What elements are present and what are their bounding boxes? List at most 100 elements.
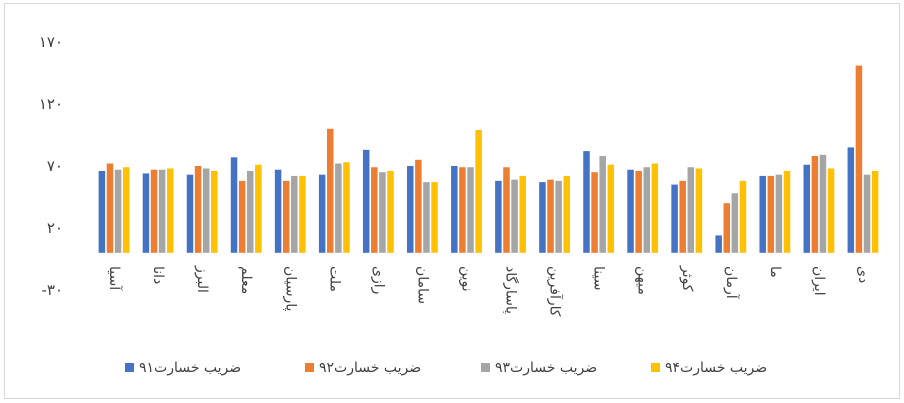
legend-label: ضریب خسارت۹۲	[319, 360, 421, 376]
legend-swatch	[651, 363, 660, 372]
bar-3-14	[687, 167, 695, 253]
category-label: ما	[767, 266, 783, 278]
bar-1-10	[495, 180, 502, 253]
bar-1-7	[362, 149, 370, 253]
y-tick-label: ۱۲۰	[39, 95, 63, 113]
bar-4-17	[827, 168, 835, 253]
bar-4-13	[651, 163, 659, 253]
bar-3-11	[555, 180, 562, 253]
bar-1-11	[539, 182, 546, 253]
category-label: میهن	[635, 266, 651, 295]
bar-1-9	[451, 166, 458, 253]
category-label: دی	[855, 266, 871, 283]
category-label: نوین	[458, 266, 474, 292]
category-label: ملت	[326, 266, 342, 292]
bar-4-14	[695, 168, 703, 253]
bar-2-14	[679, 180, 686, 253]
bar-1-6	[318, 174, 326, 253]
bar-1-5	[274, 169, 282, 253]
bar-3-3	[202, 168, 210, 253]
bar-4-8	[431, 182, 438, 253]
y-tick-label: ۲۰	[47, 219, 63, 237]
bar-1-2	[142, 173, 150, 253]
category-label: دانا	[150, 266, 166, 284]
category-label: آسیا	[106, 266, 123, 291]
legend-label: ضریب خسارت۹۴	[665, 360, 767, 376]
bar-2-2	[150, 169, 158, 253]
bar-2-17	[811, 156, 819, 253]
category-labels: آسیا دانا البرز معلم پارسیان ملت رازی سامان نوین…	[106, 265, 871, 317]
bar-4-10	[519, 175, 526, 253]
bar-1-3	[186, 174, 194, 253]
bar-3-9	[467, 167, 474, 253]
bar-1-8	[407, 166, 414, 253]
bar-3-10	[511, 179, 518, 253]
bar-4-1	[122, 167, 130, 253]
bar-4-6	[343, 162, 350, 253]
bar-3-1	[114, 169, 122, 253]
category-label: ایران	[811, 266, 827, 296]
legend-label: ضریب خسارت۹۱	[139, 360, 241, 376]
category-label: رازی	[370, 266, 386, 294]
bar-3-13	[643, 167, 650, 253]
category-label: پاسارگاد	[503, 266, 520, 314]
category-label: کارآفرین	[547, 266, 564, 317]
y-axis: -۳۰ ۲۰ ۷۰ ۱۲۰ ۱۷۰	[39, 33, 63, 299]
legend-swatch	[125, 363, 134, 372]
bar-2-7	[371, 167, 378, 253]
category-label: کوثر	[679, 265, 695, 292]
bar-2-5	[282, 180, 290, 253]
bar-2-16	[767, 175, 775, 253]
bar-1-12	[583, 151, 590, 253]
bar-2-3	[194, 166, 202, 253]
bar-4-4	[255, 164, 262, 253]
bar-3-12	[599, 156, 606, 253]
bar-2-10	[503, 167, 510, 253]
category-label: آرمان	[723, 266, 740, 300]
bar-2-12	[591, 172, 598, 253]
bar-1-4	[230, 157, 238, 253]
bar-2-6	[327, 128, 334, 253]
bar-2-4	[238, 180, 246, 253]
y-tick-label: -۳۰	[41, 281, 63, 299]
bar-3-17	[819, 154, 827, 253]
bar-3-4	[246, 170, 254, 253]
category-label: سامان	[414, 266, 430, 304]
bar-4-15	[739, 180, 747, 253]
y-tick-label: ۱۷۰	[39, 33, 63, 51]
legend-swatch	[481, 363, 490, 372]
bar-4-18	[871, 170, 879, 253]
bar-2-1	[106, 163, 114, 253]
bar-chart: -۳۰ ۲۰ ۷۰ ۱۲۰ ۱۷۰ آسیا دانا البرز معلم پارسیان مل…	[39, 33, 879, 376]
bars	[98, 65, 879, 253]
bar-1-15	[715, 235, 722, 253]
bar-3-15	[731, 193, 739, 253]
bar-3-5	[291, 175, 298, 253]
bar-4-5	[299, 175, 306, 253]
bar-4-12	[607, 164, 615, 253]
category-label: سینا	[591, 266, 607, 290]
legend: ضریب خسارت۹۱ ضریب خسارت۹۲ ضریب خسارت۹۳ ضریب…	[125, 360, 767, 376]
bar-2-8	[415, 159, 422, 253]
bar-3-2	[158, 169, 166, 253]
bar-2-13	[635, 170, 642, 253]
bar-3-18	[863, 174, 871, 253]
legend-swatch	[305, 363, 314, 372]
bar-2-9	[459, 167, 466, 253]
bar-1-13	[627, 169, 634, 253]
bar-1-16	[759, 175, 766, 253]
bar-2-15	[723, 203, 731, 253]
bar-1-1	[98, 170, 106, 253]
bar-1-18	[847, 147, 855, 253]
bar-2-18	[855, 65, 863, 253]
category-label: معلم	[238, 266, 254, 294]
bar-3-7	[379, 172, 386, 253]
bar-4-16	[783, 170, 791, 253]
bar-2-11	[547, 179, 554, 253]
bar-3-8	[423, 182, 430, 253]
category-label: البرز	[194, 265, 210, 293]
bar-1-17	[803, 164, 811, 253]
bar-4-2	[166, 168, 174, 253]
bar-4-9	[475, 130, 482, 253]
category-label: پارسیان	[282, 266, 298, 312]
